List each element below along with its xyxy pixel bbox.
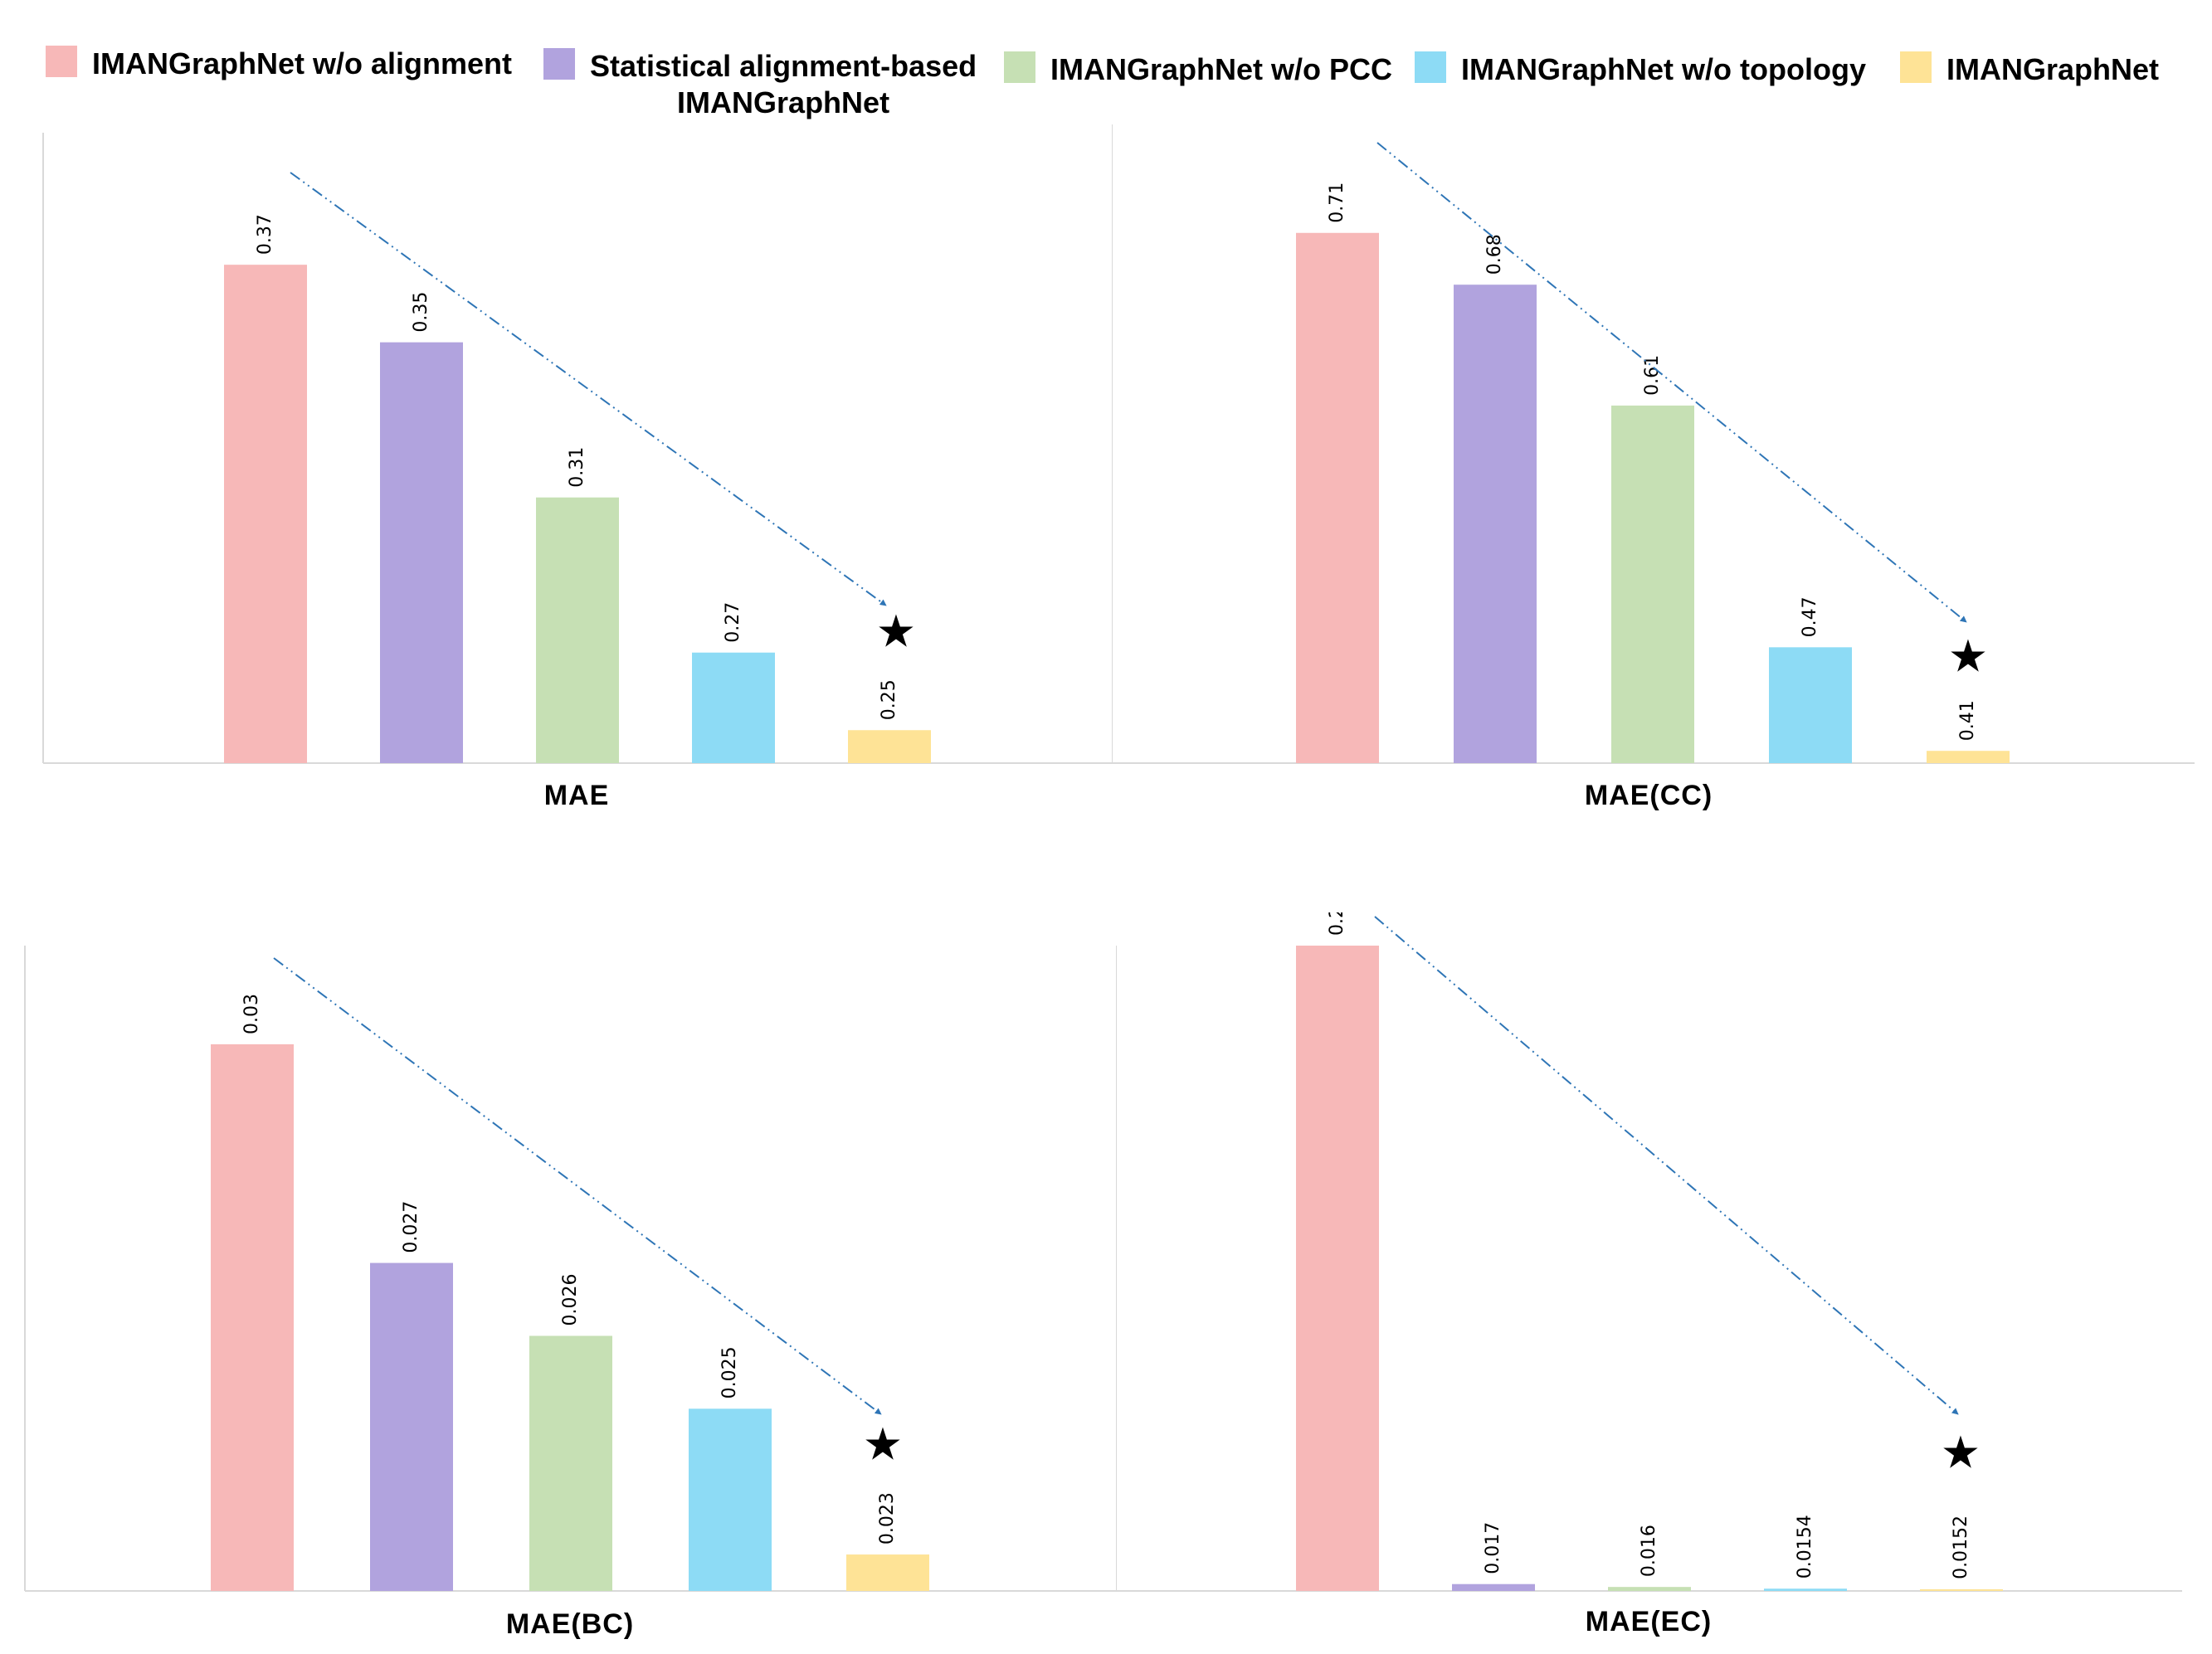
bar-5 [846,1554,929,1591]
bar-1 [211,1043,294,1591]
trend-arrow [1376,142,1967,623]
trend-arrow [290,172,887,606]
x-axis-label-mae-ec: MAE(EC) [1585,1606,1713,1637]
best-model-star-icon: ★ [876,606,916,658]
bar-value-label: 0.027 [401,1201,421,1253]
legend-label: IMANGraphNet w/o topology [1461,52,1866,86]
chart-mae: 0.37 0.35 0.31 0.27 0.25 ★ [42,133,1112,764]
bar-value-label: 0.24 [1327,912,1347,936]
bar-1 [224,265,307,763]
legend-item-wo-pcc: IMANGraphNet w/o PCC [1004,51,1392,88]
bar-value-label: 0.016 [1639,1525,1659,1577]
x-axis-label-mae: MAE [543,780,610,811]
bar-2 [370,1262,453,1591]
legend-label: IMANGraphNet w/o PCC [1050,52,1393,86]
bar-value-label: 0.61 [1642,355,1663,396]
best-model-star-icon: ★ [863,1418,903,1471]
bar-1 [1296,232,1379,763]
bar-3 [536,497,619,763]
x-axis-label-mae-cc: MAE(CC) [1584,780,1713,811]
legend: IMANGraphNet w/o alignment Statistical a… [0,0,2212,124]
trend-arrow [273,957,882,1415]
legend-swatch [543,48,575,80]
x-axis-label-mae-bc: MAE(BC) [505,1608,635,1640]
bar-value-label: 0.03 [241,994,262,1034]
bar-4 [692,652,775,763]
bar-5 [848,730,931,763]
bar-2 [1454,285,1537,763]
legend-swatch [1415,51,1446,83]
bar-value-label: 0.71 [1327,182,1347,223]
bar-5 [1920,1588,2003,1591]
bar-4 [1769,647,1852,763]
legend-label: IMANGraphNet [1946,52,2160,86]
bar-value-label: 0.0152 [1951,1515,1971,1579]
bar-value-label: 0.68 [1484,234,1505,275]
legend-label: Statistical alignment-based IMANGraphNet [590,49,977,119]
bar-2 [380,342,463,763]
bar-value-label: 0.017 [1483,1522,1503,1574]
best-model-star-icon: ★ [1948,630,1988,683]
bar-5 [1927,751,2010,763]
bar-value-label: 0.025 [719,1346,740,1399]
chart-mae-bc: 0.03 0.027 0.026 0.025 0.023 ★ [24,946,1116,1592]
bar-value-label: 0.25 [879,679,899,720]
best-model-star-icon: ★ [1941,1427,1981,1479]
bar-3 [529,1335,612,1591]
bar-value-label: 0.37 [255,214,275,255]
bar-value-label: 0.0154 [1795,1515,1815,1579]
legend-item-statistical-alignment: Statistical alignment-based IMANGraphNet [543,48,977,121]
legend-item-imangraphnet: IMANGraphNet [1900,51,2159,88]
legend-item-wo-alignment: IMANGraphNet w/o alignment [46,46,512,82]
bar-value-label: 0.026 [560,1273,581,1326]
bar-2 [1452,1583,1535,1591]
chart-mae-cc: 0.71 0.68 0.61 0.47 0.41 ★ [1112,124,2195,764]
legend-swatch [1004,51,1035,83]
bar-4 [1764,1588,1847,1591]
bar-value-label: 0.023 [877,1492,898,1545]
bar-value-label: 0.27 [723,602,743,643]
bar-value-label: 0.47 [1800,596,1820,637]
legend-swatch [1900,51,1932,83]
legend-item-wo-topology: IMANGraphNet w/o topology [1415,51,1866,88]
legend-label: IMANGraphNet w/o alignment [92,46,513,80]
legend-swatch [46,46,77,77]
bar-1 [1296,946,1379,1591]
bar-value-label: 0.35 [411,292,431,333]
trend-arrow [1374,916,1959,1415]
bar-value-label: 0.41 [1957,700,1978,741]
bar-3 [1611,405,1694,763]
bar-3 [1608,1587,1691,1591]
bar-4 [689,1408,772,1591]
chart-mae-ec: 0.24 0.017 0.016 0.0154 0.0152 ★ [1116,912,2182,1592]
bar-value-label: 0.31 [567,447,587,488]
